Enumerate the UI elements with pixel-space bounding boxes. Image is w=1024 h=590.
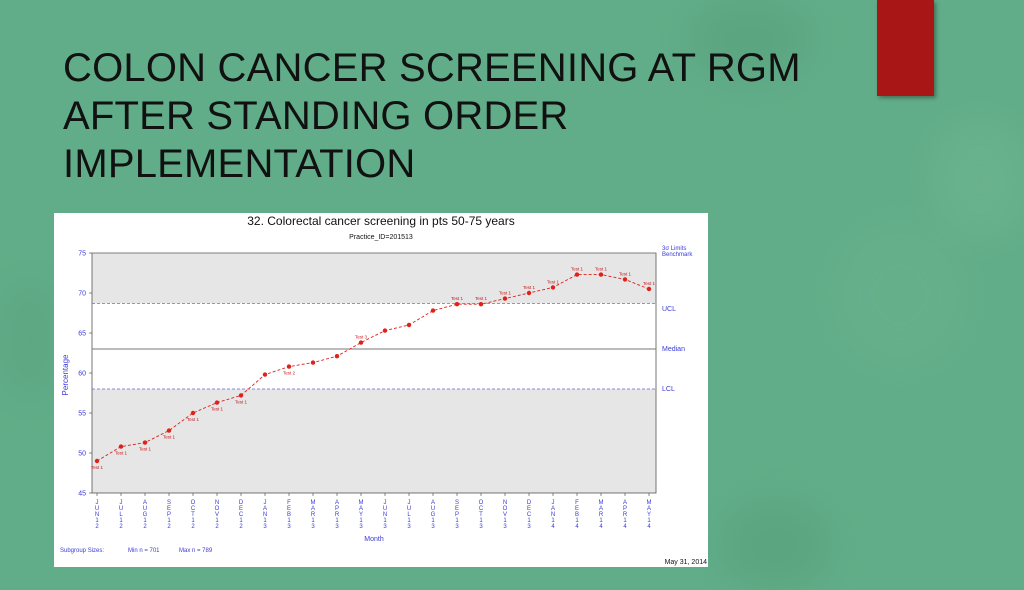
data-point [286,364,292,369]
point-label: Test 1 [499,291,512,296]
point-label: Test 1 [547,279,560,284]
point-label: Test 1 [115,451,128,456]
data-point [574,272,580,277]
background-blob [830,220,970,370]
data-point [454,302,460,307]
data-point [382,328,388,333]
y-tick-label: 50 [78,451,86,458]
lcl-label: LCL [662,386,675,393]
subgroup-min: Min n = 701 [128,548,160,554]
ucl-label: UCL [662,306,676,313]
point-label: Test 1 [211,407,224,412]
data-point [214,400,220,405]
data-point [478,302,484,307]
data-point [166,428,172,433]
series-line [96,274,650,462]
plot-area: 45 50 55 60 65 70 75 J U N 1 2 J U L 1 2 A U G 1 2 S E P 1 2 O C T 1 2 N… [78,251,657,530]
data-point [238,393,244,398]
y-axis-label: Percentage [61,354,70,395]
data-point [334,354,340,359]
data-point [94,458,100,464]
data-point [598,272,604,277]
point-label: Test 1 [523,285,536,290]
slide-title: COLON CANCER SCREENING AT RGM AFTER STAN… [63,46,801,186]
y-tick-label: 70 [78,291,86,298]
subgroup-max: Max n = 789 [179,548,213,554]
benchmark-label: Benchmark [662,252,693,258]
data-point [142,440,148,445]
data-point [190,410,196,416]
upper-zone-shade [92,253,656,304]
lower-zone-shade [92,389,656,493]
point-label: Test 2 [283,371,296,376]
point-label: Test 3 [355,335,368,340]
chart-card: 32. Colorectal cancer screening in pts 5… [54,213,708,567]
point-label: Test 1 [571,267,584,272]
y-tick-label: 55 [78,411,86,418]
point-label: Test 1 [235,399,248,404]
sigma-limits-label: 3σ Limits [662,246,686,252]
data-point [646,286,652,292]
data-point [502,296,508,301]
subgroup-sizes-label: Subgroup Sizes: [60,548,104,554]
spc-chart: 32. Colorectal cancer screening in pts 5… [60,214,708,566]
data-point [430,308,436,313]
background-blob [690,0,810,80]
data-point [310,360,316,365]
chart-subtitle: Practice_ID=201513 [349,234,413,241]
background-blob [720,500,830,590]
data-point [358,340,364,345]
point-label: Test 1 [91,465,104,470]
data-point [262,372,268,377]
background-blob [930,120,1024,240]
background-blob [0,280,60,400]
report-date: May 31, 2014 [665,559,708,566]
accent-bar [877,0,934,96]
point-label: Test 1 [139,447,152,452]
data-point [622,277,628,282]
x-axis-label: Month [364,536,384,543]
data-point [406,322,412,328]
y-tick-label: 75 [78,251,86,258]
data-point [550,285,556,290]
point-label: Test 1 [451,296,464,301]
data-point [118,444,124,449]
center-line-label: Median [662,346,685,353]
point-label: Test 1 [643,281,656,286]
point-label: Test 1 [595,267,608,272]
data-point [526,290,532,296]
point-label: Test 1 [163,435,176,440]
point-label: Test 1 [619,271,632,276]
chart-title: 32. Colorectal cancer screening in pts 5… [247,214,514,228]
y-tick-label: 65 [78,331,86,338]
point-label: Test 1 [475,296,488,301]
y-tick-label: 60 [78,371,86,378]
y-tick-label: 45 [78,491,86,498]
point-label: Test 1 [187,417,200,422]
